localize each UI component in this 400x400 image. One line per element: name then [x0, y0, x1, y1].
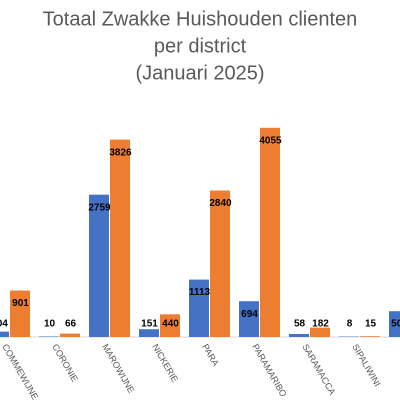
data-label: 151: [141, 319, 158, 330]
chart-title: per district: [154, 35, 247, 57]
bar: [39, 336, 59, 337]
x-tick-label: COMMEWIJNE: [0, 342, 40, 400]
data-label: 901: [12, 298, 29, 309]
data-label: 66: [65, 319, 77, 330]
bar: [389, 311, 400, 337]
x-tick-label: PARA: [200, 342, 221, 368]
bar: [260, 127, 280, 338]
data-label: 3826: [109, 147, 132, 158]
x-tick-label: SARAMACCA: [300, 342, 337, 396]
x-tick-label: CORONIE: [50, 342, 80, 383]
data-label: 15: [365, 319, 377, 330]
x-tick-label: NICKERIE: [150, 342, 180, 384]
data-label: 2840: [209, 198, 232, 209]
bar: [310, 327, 330, 337]
bar: [160, 314, 180, 337]
bar: [139, 329, 159, 337]
data-label: 694: [241, 309, 258, 320]
data-label: 58: [294, 319, 306, 330]
data-label: 8: [347, 319, 353, 330]
bar: [210, 190, 230, 337]
bar: [239, 301, 259, 337]
data-label: 440: [162, 319, 179, 330]
bar: [89, 194, 109, 337]
bar: [0, 331, 9, 337]
bar: [10, 290, 30, 337]
chart-title: Totaal Zwakke Huishouden clienten: [43, 8, 358, 30]
x-tick-label: SIPALIWINI: [350, 342, 382, 388]
bar: [189, 279, 209, 337]
bar: [110, 139, 130, 337]
bar: [360, 336, 380, 337]
data-label: 182: [312, 319, 329, 330]
x-tick-label: PARAMARIBO: [250, 342, 288, 398]
data-label: 104: [0, 319, 8, 330]
data-label: 4055: [259, 135, 282, 146]
data-label: 2759: [88, 202, 111, 213]
x-tick-label: MAROWIJNE: [100, 342, 136, 395]
chart-title: (Januari 2025): [136, 62, 265, 84]
data-label: 10: [44, 319, 56, 330]
bar: [60, 333, 80, 337]
bar: [289, 334, 309, 337]
data-label: 500: [391, 319, 400, 330]
data-label: 1113: [189, 287, 211, 298]
